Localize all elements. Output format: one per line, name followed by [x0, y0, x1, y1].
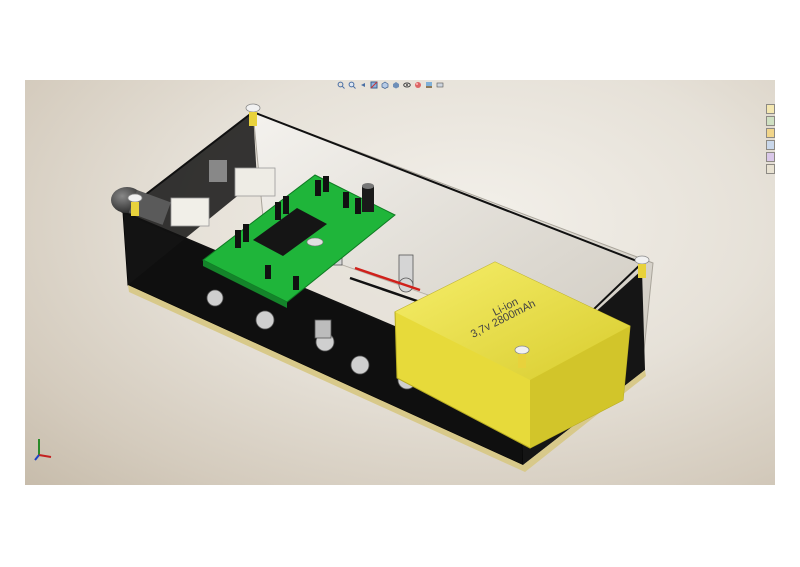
pcb-ic-chip: [253, 208, 327, 256]
zoom-to-fit-icon[interactable]: [337, 81, 345, 89]
red-wire: [354, 266, 421, 292]
hide-show-items-icon[interactable]: [403, 81, 411, 89]
section-view-icon[interactable]: [370, 81, 378, 89]
enclosure-assembly-model[interactable]: Li-ion 3,7v 2800mAh: [25, 80, 775, 485]
heads-up-view-toolbar: [337, 80, 444, 90]
design-library-icon[interactable]: [766, 116, 775, 126]
zoom-to-area-icon[interactable]: [348, 81, 356, 89]
reference-triad-icon: [34, 439, 52, 461]
view-palette-icon[interactable]: [766, 140, 775, 150]
view-orientation-icon[interactable]: [381, 81, 389, 89]
file-explorer-icon[interactable]: [766, 128, 775, 138]
pcb-pin-headers: [235, 176, 361, 290]
graphics-viewport[interactable]: Li-ion 3,7v 2800mAh: [25, 80, 775, 485]
corner-standoffs: [131, 112, 646, 368]
pcb-edge: [203, 260, 287, 308]
task-pane-tabs: [766, 104, 775, 174]
view-settings-icon[interactable]: [436, 81, 444, 89]
pcb-capacitor: [362, 183, 374, 212]
edit-appearance-icon[interactable]: [414, 81, 422, 89]
previous-view-icon[interactable]: [359, 81, 367, 89]
custom-properties-icon[interactable]: [766, 164, 775, 174]
pcb-crystal: [306, 237, 324, 247]
appearances-icon[interactable]: [766, 152, 775, 162]
black-wire: [349, 276, 421, 304]
lithium-battery: Li-ion 3,7v 2800mAh: [394, 261, 631, 449]
apply-scene-icon[interactable]: [425, 81, 433, 89]
display-style-icon[interactable]: [392, 81, 400, 89]
resources-icon[interactable]: [766, 104, 775, 114]
